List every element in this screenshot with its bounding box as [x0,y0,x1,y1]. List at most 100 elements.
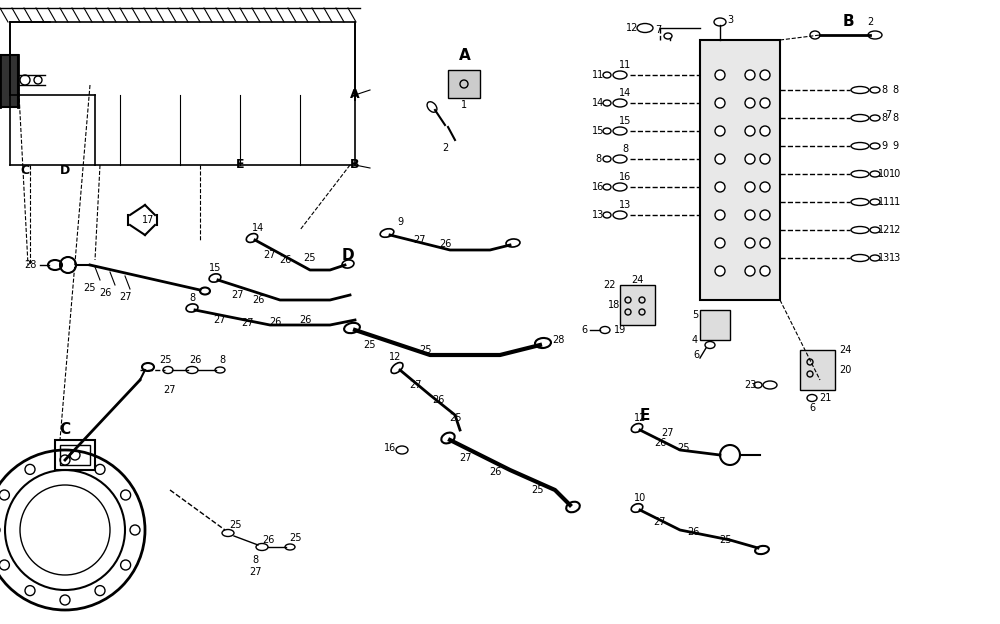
Text: 16: 16 [592,182,604,192]
Text: 28: 28 [24,260,36,270]
Text: 12: 12 [389,352,401,362]
Text: 22: 22 [604,280,616,290]
Text: 27: 27 [242,318,254,328]
Circle shape [715,154,725,164]
Text: 16: 16 [384,443,396,453]
Circle shape [715,126,725,136]
Circle shape [760,70,770,80]
Circle shape [715,182,725,192]
Text: 7: 7 [655,25,661,35]
Text: 15: 15 [619,116,631,126]
Text: 25: 25 [84,283,96,293]
Bar [700,40,780,300]
Text: 27: 27 [264,250,276,260]
Text: 26: 26 [687,527,699,537]
Text: 5: 5 [692,310,698,320]
Text: 13: 13 [592,210,604,220]
Circle shape [760,126,770,136]
Text: 26: 26 [299,315,311,325]
Text: 11: 11 [592,70,604,80]
Circle shape [760,154,770,164]
Circle shape [715,266,725,276]
Bar [800,350,835,390]
Text: 12: 12 [626,23,638,33]
Circle shape [745,98,755,108]
Text: 26: 26 [439,239,451,249]
Text: 11: 11 [878,197,890,207]
Text: 12: 12 [878,225,890,235]
Text: 21: 21 [819,393,831,403]
Circle shape [760,266,770,276]
Text: 26: 26 [432,395,444,405]
Text: 25: 25 [419,345,431,355]
Bar [700,310,730,340]
Text: 9: 9 [881,141,887,151]
Circle shape [745,182,755,192]
Text: 2: 2 [442,143,448,153]
Text: A: A [459,47,471,62]
Text: 27: 27 [654,517,666,527]
Circle shape [715,70,725,80]
Text: 27: 27 [164,385,176,395]
Text: 16: 16 [619,172,631,182]
Text: 27: 27 [459,453,471,463]
Text: 25: 25 [677,443,689,453]
Text: 26: 26 [189,355,201,365]
Text: 11: 11 [619,60,631,70]
Text: 26: 26 [262,535,274,545]
Text: 8: 8 [892,113,898,123]
Text: 8: 8 [881,85,887,95]
Text: 27: 27 [214,315,226,325]
Text: 2: 2 [867,17,873,27]
Circle shape [715,238,725,248]
Text: 26: 26 [654,438,666,448]
Text: 27: 27 [662,428,674,438]
Text: 10: 10 [889,169,901,179]
Text: B: B [350,158,360,172]
Text: 6: 6 [581,325,587,335]
Text: 6: 6 [693,350,699,360]
Text: 25: 25 [364,340,376,350]
Text: 14: 14 [252,223,264,233]
Circle shape [745,154,755,164]
Text: 13: 13 [878,253,890,263]
Text: 3: 3 [727,15,733,25]
Text: 14: 14 [619,88,631,98]
Text: A: A [350,89,360,102]
Text: 12: 12 [889,225,901,235]
Text: B: B [842,14,854,29]
Text: 13: 13 [889,253,901,263]
Text: 8: 8 [622,144,628,154]
Text: 14: 14 [592,98,604,108]
Text: 25: 25 [159,355,171,365]
Text: 24: 24 [839,345,851,355]
Text: 11: 11 [889,197,901,207]
Bar [55,440,95,470]
Text: 27: 27 [409,380,421,390]
Text: 8: 8 [892,85,898,95]
Text: 27: 27 [232,290,244,300]
Text: 25: 25 [304,253,316,263]
Text: 26: 26 [279,255,291,265]
Text: 4: 4 [692,335,698,345]
Text: 7: 7 [885,110,891,120]
Text: C: C [59,422,71,437]
Circle shape [745,266,755,276]
Text: 8: 8 [595,154,601,164]
Text: 27: 27 [119,292,131,302]
Text: 8: 8 [219,355,225,365]
Text: D: D [60,163,70,177]
Text: 24: 24 [631,275,643,285]
Bar [620,285,655,325]
Circle shape [760,98,770,108]
Text: E: E [236,158,244,172]
Text: 23: 23 [744,380,756,390]
Text: 15: 15 [209,263,221,273]
Text: 25: 25 [449,413,461,423]
Text: 9: 9 [397,217,403,227]
Text: 19: 19 [614,325,626,335]
Text: E: E [640,407,650,422]
Text: 10: 10 [634,493,646,503]
Text: 25: 25 [229,520,241,530]
Text: C: C [20,163,30,177]
